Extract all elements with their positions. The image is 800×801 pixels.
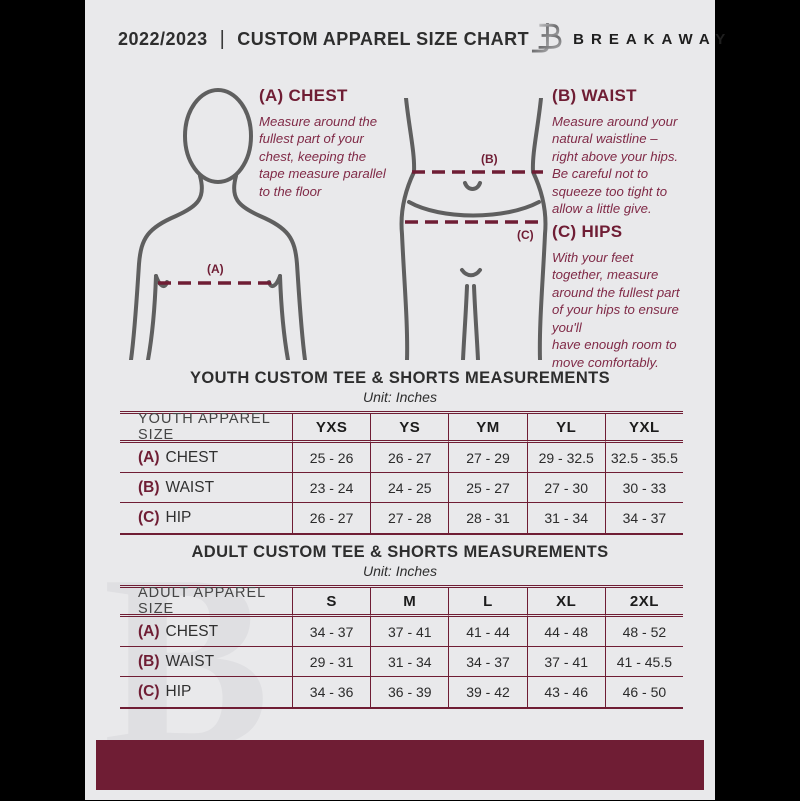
measure-tag: (A) xyxy=(138,448,160,466)
brand-name: BREAKAWAY xyxy=(573,30,733,48)
measure-name: HIP xyxy=(165,683,192,700)
table-cell-value: 41 - 45.5 xyxy=(604,647,683,677)
page-title: 2022/2023 | CUSTOM APPAREL SIZE CHART xyxy=(118,28,529,51)
table-cell-value: 25 - 26 xyxy=(292,443,371,473)
measure-name: HIP xyxy=(165,509,192,526)
chest-section-heading: (A) CHEST xyxy=(259,86,348,105)
table-row-label: (C) HIP xyxy=(120,503,292,533)
table-size-column-header: 2XL xyxy=(604,588,683,617)
table-cell-value: 24 - 25 xyxy=(370,473,449,503)
table-cell-value: 25 - 27 xyxy=(448,473,527,503)
table-cell-value: 30 - 33 xyxy=(604,473,683,503)
table-cell-value: 34 - 37 xyxy=(604,503,683,533)
table-size-column-header: XL xyxy=(526,588,605,617)
measure-name: WAIST xyxy=(165,652,215,670)
chest-measure-label: (A) xyxy=(207,262,224,276)
table-size-column-header: S xyxy=(292,588,371,617)
table-size-column-header: L xyxy=(448,588,527,617)
brand-lockup: BREAKAWAY xyxy=(529,18,732,61)
table-cell-value: 23 - 24 xyxy=(292,473,371,503)
table-size-header: YOUTH APPAREL SIZE xyxy=(120,411,292,443)
table-size-column-header: YS xyxy=(370,414,449,443)
table-cell-value: 48 - 52 xyxy=(604,617,683,647)
adult-table-unit: Unit: Inches xyxy=(363,563,437,579)
table-size-header: ADULT APPAREL SIZE xyxy=(120,585,292,617)
youth-size-table: YOUTH APPAREL SIZE YXS YS YM YL YXL (A) CHEST 25… xyxy=(120,411,683,535)
season-text: 2022/2023 xyxy=(118,28,208,49)
measure-tag: (C) xyxy=(138,509,160,526)
title-separator: | xyxy=(219,27,226,50)
table-cell-value: 36 - 39 xyxy=(370,677,448,707)
waist-measure-label: (B) xyxy=(481,152,498,166)
table-cell-value: 27 - 30 xyxy=(526,473,605,503)
adult-size-table: ADULT APPAREL SIZE S M L XL 2XL (A) CHEST 34 - 3… xyxy=(120,585,683,709)
table-cell-value: 41 - 44 xyxy=(448,617,527,647)
table-cell-value: 39 - 42 xyxy=(448,677,526,707)
chart-title-text: CUSTOM APPAREL SIZE CHART xyxy=(237,28,530,49)
table-cell-value: 31 - 34 xyxy=(526,503,605,533)
table-cell-value: 26 - 27 xyxy=(292,503,370,533)
table-size-column-header: YM xyxy=(448,414,527,443)
measure-tag: (A) xyxy=(138,622,160,640)
table-cell-value: 27 - 29 xyxy=(448,443,527,473)
table-size-column-header: M xyxy=(370,588,449,617)
measure-tag: (C) xyxy=(138,683,160,700)
table-size-column-header: YL xyxy=(526,414,605,443)
table-cell-value: 29 - 32.5 xyxy=(526,443,605,473)
table-cell-value: 27 - 28 xyxy=(370,503,448,533)
table-cell-value: 34 - 36 xyxy=(292,677,370,707)
waist-section-heading: (B) WAIST xyxy=(552,86,637,105)
measure-name: CHEST xyxy=(165,622,219,640)
youth-table-unit: Unit: Inches xyxy=(363,389,437,405)
table-row-label: (B) WAIST xyxy=(120,473,292,503)
hips-measure-label: (C) xyxy=(517,228,534,242)
table-cell-value: 44 - 48 xyxy=(526,617,605,647)
youth-table-title: YOUTH CUSTOM TEE & SHORTS MEASUREMENTS xyxy=(189,369,611,387)
table-size-column-header: YXL xyxy=(604,414,683,443)
table-cell-value: 34 - 37 xyxy=(292,617,371,647)
table-cell-value: 37 - 41 xyxy=(526,647,605,677)
breakaway-b-logo-icon xyxy=(529,18,563,61)
size-chart-page: 2022/2023 | CUSTOM APPAREL SIZE CHART xyxy=(85,0,725,800)
table-cell-value: 26 - 27 xyxy=(370,443,449,473)
hips-section-body: With your feet together, measure around … xyxy=(552,250,680,370)
table-cell-value: 28 - 31 xyxy=(448,503,526,533)
waist-section-body: Measure around your natural waistline – … xyxy=(552,114,679,217)
table-cell-value: 32.5 - 35.5 xyxy=(604,443,683,473)
footer-bar xyxy=(96,740,704,790)
table-cell-value: 29 - 31 xyxy=(292,647,371,677)
table-row-label: (C) HIP xyxy=(120,677,292,707)
table-cell-value: 46 - 50 xyxy=(604,677,683,707)
table-row-label: (A) CHEST xyxy=(120,617,292,647)
measure-name: CHEST xyxy=(165,448,219,466)
table-cell-value: 43 - 46 xyxy=(526,677,605,707)
table-cell-value: 31 - 34 xyxy=(370,647,449,677)
measure-tag: (B) xyxy=(138,478,160,496)
table-size-column-header: YXS xyxy=(292,414,371,443)
hips-section-heading: (C) HIPS xyxy=(552,222,623,241)
table-row-label: (B) WAIST xyxy=(120,647,292,677)
measure-name: WAIST xyxy=(165,478,215,496)
adult-table-title: ADULT CUSTOM TEE & SHORTS MEASUREMENTS xyxy=(191,543,609,561)
table-cell-value: 37 - 41 xyxy=(370,617,449,647)
table-row-label: (A) CHEST xyxy=(120,443,292,473)
page-header: 2022/2023 | CUSTOM APPAREL SIZE CHART xyxy=(118,0,725,78)
lower-body-diagram xyxy=(393,96,558,365)
chest-section-body: Measure around the fullest part of your … xyxy=(259,114,386,199)
torso-diagram xyxy=(120,78,320,365)
measure-tag: (B) xyxy=(138,652,160,670)
table-cell-value: 34 - 37 xyxy=(448,647,527,677)
